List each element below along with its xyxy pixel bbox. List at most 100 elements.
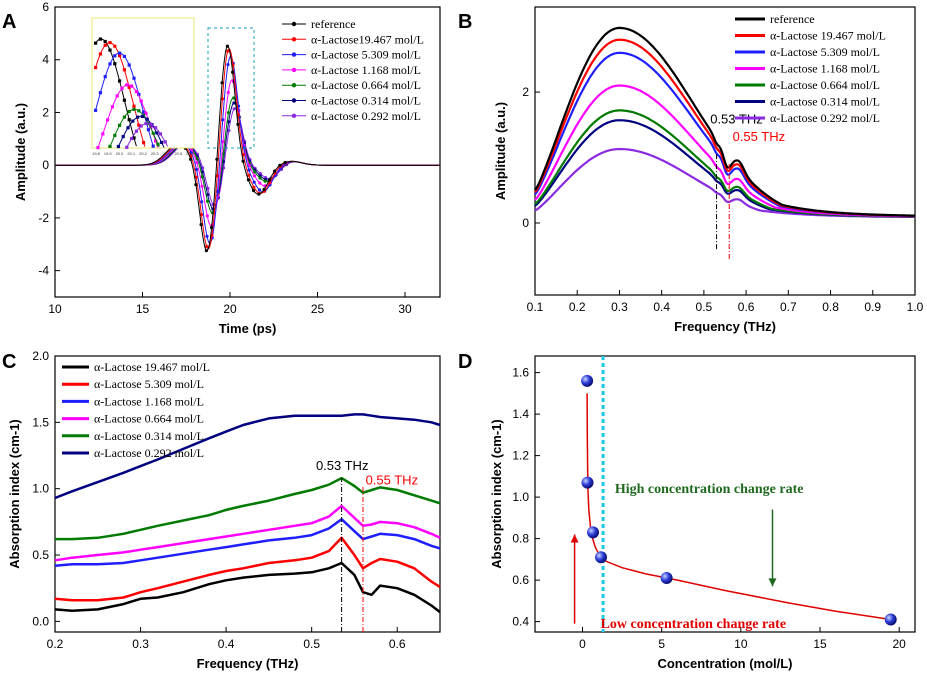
series-marker [194, 175, 198, 179]
inset-marker [108, 48, 112, 52]
series-marker [232, 96, 236, 100]
series-marker [226, 111, 231, 115]
series-marker [206, 186, 210, 191]
inset-marker [98, 37, 102, 41]
legend-label: reference [311, 17, 356, 31]
x-tick-label: 10 [48, 302, 62, 316]
legend-label: α-Lactose 5.309 mol/L [311, 48, 421, 62]
series-marker [226, 63, 230, 67]
inset-marker [134, 90, 138, 94]
series-marker [227, 128, 231, 133]
inset-marker [137, 92, 141, 96]
inset-marker [144, 121, 148, 126]
highlight-box [207, 27, 255, 149]
inset-marker [113, 44, 117, 48]
x-tick-label: 10 [734, 637, 748, 651]
series-marker [200, 175, 204, 179]
inset-marker [127, 85, 131, 89]
series-marker [199, 213, 203, 217]
inset-marker [145, 117, 149, 121]
y-tick-label: 0 [42, 158, 49, 172]
plot-frame [534, 6, 916, 296]
inset-marker [94, 41, 98, 45]
x-tick-label: 15 [813, 637, 827, 651]
panel-label-a: A [2, 11, 16, 33]
inset-tick-label: 20.0 [116, 151, 125, 156]
y-tick-label: -4 [38, 264, 49, 278]
series-marker [205, 214, 209, 218]
series-marker [262, 187, 266, 191]
inset-marker [154, 139, 158, 143]
inset-marker [160, 140, 164, 144]
x-tick-label: 5 [658, 637, 665, 651]
legend-label: α-Lactose 0.664 mol/L [311, 78, 421, 92]
panel-label-c: C [2, 351, 16, 373]
inset-marker [122, 115, 126, 119]
inset-tick-label: 19.9 [104, 151, 113, 156]
annotation-low-rate: Low concentration change rate [601, 617, 786, 632]
legend-label: reference [770, 12, 815, 26]
series-line [534, 26, 915, 217]
inset-marker [156, 142, 160, 146]
x-tick-label: 15 [136, 302, 150, 316]
series-line [55, 476, 441, 541]
y-axis-label: Absorption index (cm-1) [7, 419, 22, 569]
series-marker [200, 200, 204, 204]
legend: α-Lactose 19.467 mol/L α-Lactose 5.309 mo… [62, 360, 210, 460]
legend-marker [291, 67, 297, 73]
x-tick-label: 20 [892, 637, 906, 651]
series-marker [231, 70, 235, 74]
x-tick-label: 25 [311, 302, 325, 316]
series-marker [252, 185, 256, 189]
y-tick-label: 2 [522, 85, 529, 99]
series-marker [257, 192, 261, 196]
series-marker [204, 249, 208, 253]
inset-marker [103, 43, 107, 47]
inset-marker [127, 118, 131, 122]
y-tick-label: 6 [42, 0, 49, 14]
inset-marker [149, 125, 153, 129]
series-marker [241, 153, 245, 157]
x-tick-label: 0.3 [611, 300, 628, 314]
inset-marker [140, 114, 144, 119]
inset-tick-label: 20.1 [127, 151, 136, 156]
inset-marker [110, 105, 114, 109]
series-marker [232, 101, 236, 105]
arrow-high-head [768, 578, 777, 587]
inset-marker [158, 132, 162, 136]
series-marker [247, 163, 251, 168]
series-line [54, 517, 441, 567]
data-point [587, 526, 599, 539]
inset-marker [137, 123, 141, 127]
annotation-high-rate: High concentration change rate [615, 482, 804, 497]
series-marker [241, 159, 245, 163]
annotation-055: 0.55 THz [366, 473, 419, 488]
panel-a-chart: 10 15 20 25 30 -4 -2 0 2 4 6 Time (ps) Amplitude (a.… [13, 0, 441, 336]
legend-label: α-Lactose 19.467 mol/L [770, 29, 886, 43]
series-marker [246, 178, 250, 182]
panel-label-d: D [458, 351, 472, 373]
y-tick-label: 0.6 [512, 573, 529, 587]
series-marker [194, 183, 198, 187]
inset-marker [154, 126, 158, 130]
x-tick-label: 0.6 [389, 637, 406, 651]
series-marker [253, 170, 257, 174]
series-marker [267, 178, 271, 182]
panel-b-chart: 0.1 0.2 0.3 0.4 0.5 0.6 0.7 0.8 0.9 1.0 0 2 Frequenc… [493, 6, 924, 334]
inset-marker [136, 115, 140, 119]
inset-marker [106, 118, 110, 122]
inset-marker [101, 132, 105, 136]
fit-curve [586, 393, 891, 621]
y-axis-label: Amplitude (a.u.) [493, 102, 508, 200]
inset-marker [98, 52, 102, 56]
legend-marker [291, 83, 297, 88]
plot-frame [534, 355, 916, 633]
series-line [54, 413, 441, 500]
inset-marker [130, 136, 134, 141]
series-marker [215, 174, 219, 178]
y-tick-label: 1.0 [512, 490, 529, 504]
annotation-053: 0.53 THz [316, 458, 369, 473]
x-tick-label: 0.1 [527, 300, 544, 314]
y-tick-label: 0.8 [512, 532, 529, 546]
